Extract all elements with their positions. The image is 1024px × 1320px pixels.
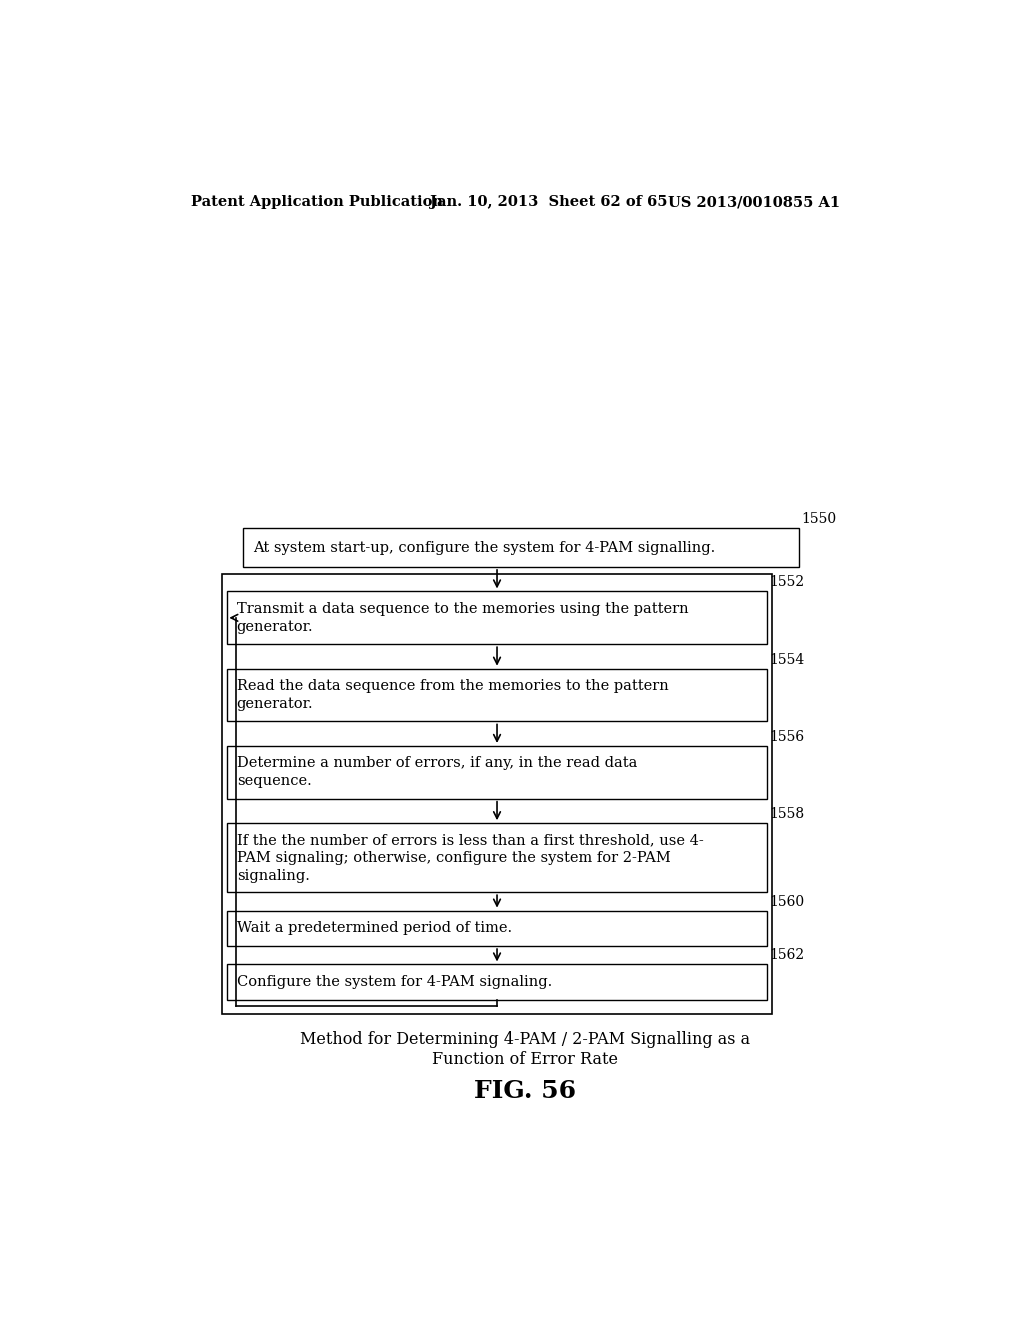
- Text: 1558: 1558: [769, 807, 805, 821]
- FancyBboxPatch shape: [227, 591, 767, 644]
- Text: If the the number of errors is less than a first threshold, use 4-
PAM signaling: If the the number of errors is less than…: [237, 833, 703, 883]
- FancyBboxPatch shape: [227, 965, 767, 1001]
- Text: FIG. 56: FIG. 56: [474, 1080, 575, 1104]
- Text: Read the data sequence from the memories to the pattern
generator.: Read the data sequence from the memories…: [237, 678, 669, 711]
- FancyBboxPatch shape: [227, 911, 767, 946]
- Text: Determine a number of errors, if any, in the read data
sequence.: Determine a number of errors, if any, in…: [237, 756, 637, 788]
- Text: 1554: 1554: [769, 652, 805, 667]
- Text: US 2013/0010855 A1: US 2013/0010855 A1: [668, 195, 840, 209]
- Text: 1560: 1560: [769, 895, 805, 908]
- Text: 1556: 1556: [769, 730, 805, 744]
- Text: Configure the system for 4-PAM signaling.: Configure the system for 4-PAM signaling…: [237, 975, 552, 989]
- Text: Method for Determining 4-PAM / 2-PAM Signalling as a: Method for Determining 4-PAM / 2-PAM Sig…: [300, 1031, 750, 1048]
- FancyBboxPatch shape: [227, 824, 767, 892]
- FancyBboxPatch shape: [227, 746, 767, 799]
- FancyBboxPatch shape: [243, 528, 799, 568]
- FancyBboxPatch shape: [227, 669, 767, 722]
- Text: At system start-up, configure the system for 4-PAM signalling.: At system start-up, configure the system…: [253, 541, 715, 554]
- Text: Function of Error Rate: Function of Error Rate: [432, 1052, 617, 1068]
- Text: 1552: 1552: [769, 576, 805, 589]
- Text: 1562: 1562: [769, 948, 805, 962]
- Text: Transmit a data sequence to the memories using the pattern
generator.: Transmit a data sequence to the memories…: [237, 602, 688, 634]
- Text: Wait a predetermined period of time.: Wait a predetermined period of time.: [237, 921, 512, 936]
- Text: Patent Application Publication: Patent Application Publication: [191, 195, 443, 209]
- Text: 1550: 1550: [801, 512, 837, 527]
- Text: Jan. 10, 2013  Sheet 62 of 65: Jan. 10, 2013 Sheet 62 of 65: [430, 195, 667, 209]
